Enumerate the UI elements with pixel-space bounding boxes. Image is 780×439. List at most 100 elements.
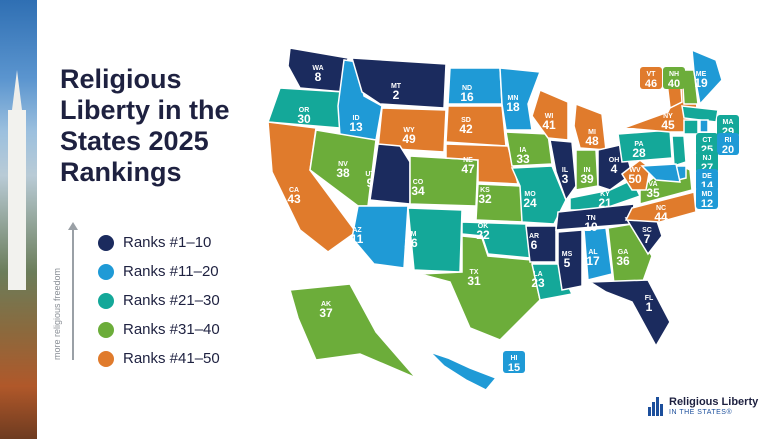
state-rank: 9: [367, 176, 374, 190]
state-abbr: ID: [353, 115, 360, 122]
state-shape-ia[interactable]: [505, 131, 553, 167]
state-shape-ar[interactable]: [525, 225, 557, 263]
legend-item: Ranks #41–50: [98, 344, 220, 373]
steeple-image: [8, 70, 26, 290]
state-shape-ri[interactable]: [699, 119, 709, 133]
state-abbr: MT: [391, 83, 402, 90]
state-rank: 2: [393, 88, 400, 102]
state-shape-nc[interactable]: [624, 191, 697, 223]
state-shape-mi[interactable]: [573, 102, 607, 151]
state-abbr: CT: [702, 137, 712, 144]
state-rank: 3: [562, 172, 569, 186]
state-rank: 48: [585, 134, 599, 148]
state-abbr: MS: [562, 251, 573, 258]
state-shape-me[interactable]: [691, 48, 723, 106]
state-shape-pa[interactable]: [617, 129, 673, 163]
state-rank: 37: [319, 306, 333, 320]
state-abbr: AL: [588, 249, 598, 256]
state-abbr: VA: [648, 181, 657, 188]
state-abbr: MN: [508, 95, 519, 102]
state-rank: 19: [694, 76, 708, 90]
state-rank: 34: [411, 184, 425, 198]
state-shape-ut[interactable]: [369, 143, 411, 205]
state-rank: 7: [644, 232, 651, 246]
legend-label: Ranks #41–50: [123, 350, 220, 367]
state-shape-az[interactable]: [351, 205, 409, 269]
state-rank: 38: [336, 166, 350, 180]
state-shape-ct[interactable]: [683, 119, 699, 135]
state-rank: 5: [564, 256, 571, 270]
state-label-wa: WA8: [312, 65, 323, 84]
logo-line1: Religious Liberty: [669, 396, 759, 408]
state-shape-al[interactable]: [583, 227, 613, 281]
legend-item: Ranks #31–40: [98, 315, 220, 344]
state-shape-ms[interactable]: [557, 229, 583, 291]
state-label-il: IL3: [562, 167, 569, 186]
state-shape-hi[interactable]: [429, 351, 498, 391]
state-shape-fl[interactable]: [587, 279, 671, 348]
state-shape-ma[interactable]: [681, 105, 719, 123]
state-shape-mt[interactable]: [350, 57, 447, 109]
label-box: [503, 351, 525, 373]
label-box: [696, 187, 718, 209]
label-box: [696, 151, 718, 173]
legend-item: Ranks #11–20: [98, 257, 220, 286]
state-shape-md[interactable]: [640, 163, 681, 183]
state-rank: 35: [646, 186, 660, 200]
state-abbr: CA: [289, 187, 299, 194]
state-rank: 41: [542, 118, 556, 132]
state-shape-il[interactable]: [549, 139, 577, 202]
state-rank: 4: [611, 162, 618, 176]
state-abbr: DE: [702, 173, 712, 180]
label-box: [717, 133, 739, 155]
state-shape-nd[interactable]: [447, 67, 503, 105]
state-shape-sd[interactable]: [445, 105, 507, 147]
legend-swatch: [98, 263, 114, 280]
legend-label: Ranks #31–40: [123, 321, 220, 338]
state-abbr: NH: [669, 71, 679, 78]
state-label-fl: FL1: [645, 295, 654, 314]
state-shape-tx[interactable]: [419, 235, 541, 341]
state-shape-mo[interactable]: [510, 165, 567, 225]
state-rank: 17: [586, 254, 600, 268]
state-label-ut: UT9: [365, 171, 375, 190]
state-abbr: UT: [365, 171, 375, 178]
page-title: Religious Liberty in the States 2025 Ran…: [60, 64, 230, 187]
state-abbr: WY: [403, 127, 415, 134]
state-abbr: WV: [629, 167, 641, 174]
state-shape-nh[interactable]: [681, 69, 699, 105]
state-abbr: CO: [413, 179, 424, 186]
up-arrow-icon: [68, 222, 78, 360]
state-abbr: NJ: [703, 155, 712, 162]
state-shape-mn[interactable]: [499, 67, 542, 131]
state-shape-ak[interactable]: [289, 283, 417, 379]
state-abbr: NY: [663, 113, 673, 120]
state-rank: 22: [476, 228, 490, 242]
state-abbr: OK: [478, 223, 489, 230]
logo-bars-icon: [648, 397, 664, 416]
state-shape-wy[interactable]: [377, 107, 447, 153]
state-rank: 33: [516, 152, 530, 166]
state-shape-wi[interactable]: [531, 88, 569, 141]
state-shape-nj[interactable]: [671, 135, 687, 168]
state-rank: 11: [351, 232, 364, 246]
state-rank: 43: [287, 192, 301, 206]
state-rank: 44: [654, 210, 668, 224]
